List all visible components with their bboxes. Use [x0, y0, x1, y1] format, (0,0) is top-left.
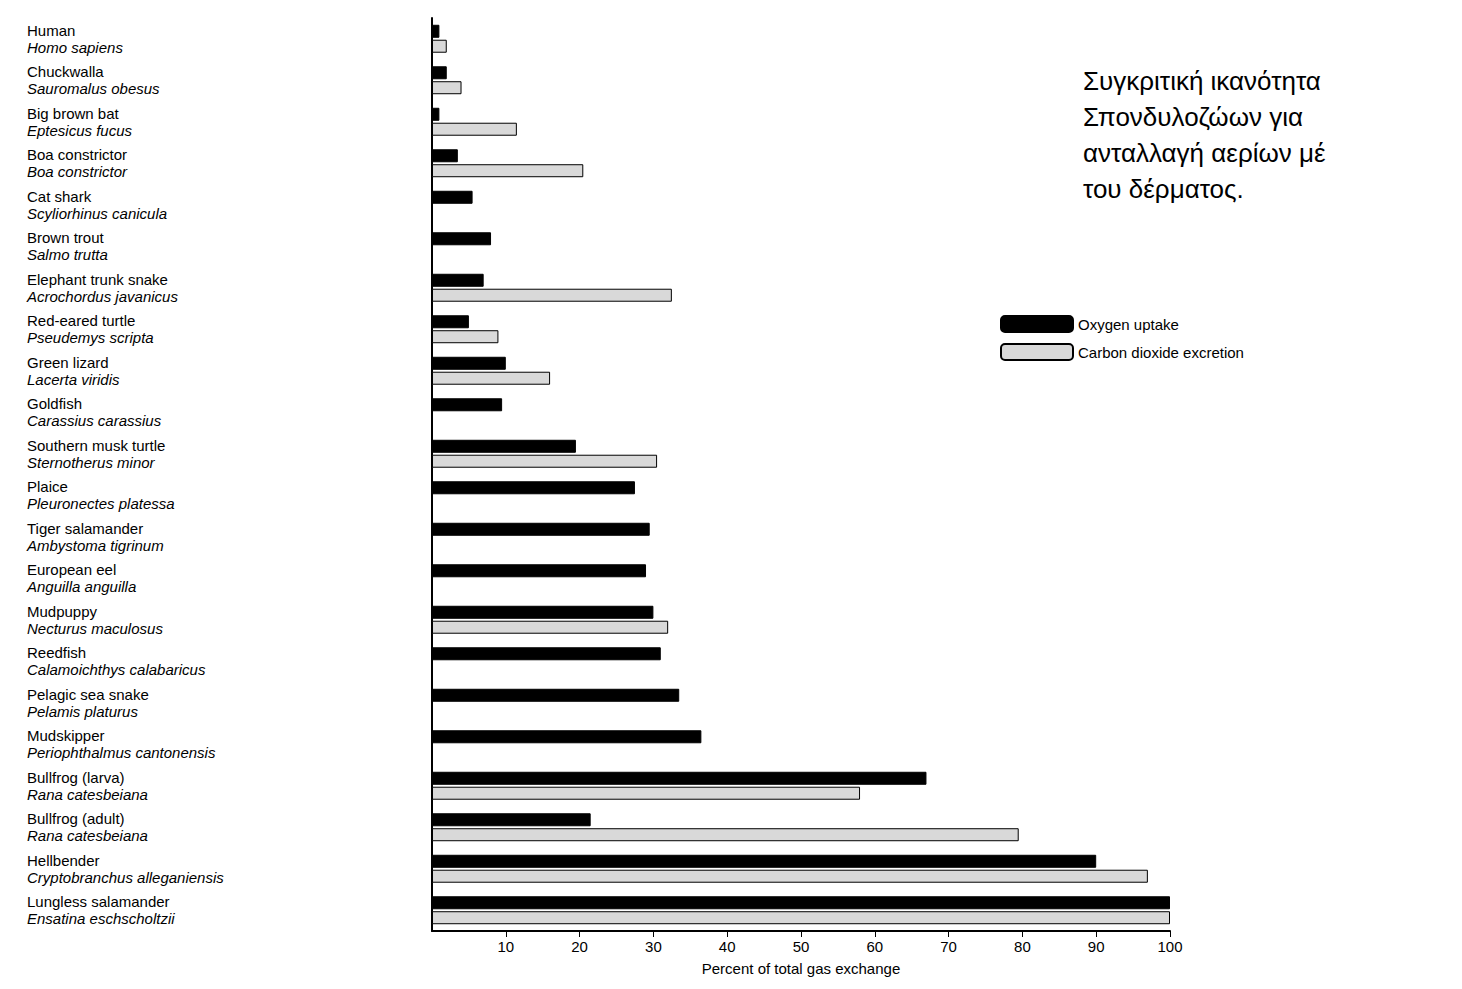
svg-text:Carassius carassius: Carassius carassius: [27, 412, 162, 429]
svg-text:Carbon dioxide excretion: Carbon dioxide excretion: [1078, 344, 1244, 361]
svg-text:Sauromalus obesus: Sauromalus obesus: [27, 80, 160, 97]
svg-text:Pleuronectes platessa: Pleuronectes platessa: [27, 495, 175, 512]
svg-text:Green lizard: Green lizard: [27, 354, 109, 371]
svg-text:Necturus maculosus: Necturus maculosus: [27, 620, 163, 637]
svg-text:Pelagic sea snake: Pelagic sea snake: [27, 686, 149, 703]
svg-text:Calamoichthys calabaricus: Calamoichthys calabaricus: [27, 661, 206, 678]
svg-text:Boa constrictor: Boa constrictor: [27, 163, 128, 180]
svg-text:Boa constrictor: Boa constrictor: [27, 146, 127, 163]
svg-text:Reedfish: Reedfish: [27, 644, 86, 661]
svg-text:Sternotherus minor: Sternotherus minor: [27, 454, 156, 471]
svg-text:Tiger salamander: Tiger salamander: [27, 520, 143, 537]
svg-text:90: 90: [1088, 938, 1105, 955]
svg-text:Elephant trunk snake: Elephant trunk snake: [27, 271, 168, 288]
svg-text:40: 40: [719, 938, 736, 955]
svg-text:Hellbender: Hellbender: [27, 852, 100, 869]
svg-text:Human: Human: [27, 22, 75, 39]
svg-text:Plaice: Plaice: [27, 478, 68, 495]
svg-text:50: 50: [793, 938, 810, 955]
svg-text:Rana catesbeiana: Rana catesbeiana: [27, 827, 148, 844]
svg-text:60: 60: [866, 938, 883, 955]
svg-text:Anguilla anguilla: Anguilla anguilla: [26, 578, 136, 595]
svg-text:Cryptobranchus alleganiensis: Cryptobranchus alleganiensis: [27, 869, 224, 886]
svg-text:Lungless salamander: Lungless salamander: [27, 893, 170, 910]
svg-text:Rana catesbeiana: Rana catesbeiana: [27, 786, 148, 803]
svg-text:Homo sapiens: Homo sapiens: [27, 39, 123, 56]
svg-text:Chuckwalla: Chuckwalla: [27, 63, 104, 80]
svg-text:Συγκριτική ικανότητα: Συγκριτική ικανότητα: [1083, 66, 1321, 96]
svg-text:Mudskipper: Mudskipper: [27, 727, 105, 744]
svg-text:Oxygen uptake: Oxygen uptake: [1078, 316, 1179, 333]
svg-text:Acrochordus javanicus: Acrochordus javanicus: [26, 288, 178, 305]
svg-text:Scyliorhinus canicula: Scyliorhinus canicula: [27, 205, 167, 222]
svg-text:European eel: European eel: [27, 561, 116, 578]
svg-text:Bullfrog (larva): Bullfrog (larva): [27, 769, 125, 786]
svg-text:10: 10: [497, 938, 514, 955]
svg-text:80: 80: [1014, 938, 1031, 955]
svg-text:Pelamis platurus: Pelamis platurus: [27, 703, 138, 720]
svg-text:Pseudemys scripta: Pseudemys scripta: [27, 329, 154, 346]
svg-text:Red-eared turtle: Red-eared turtle: [27, 312, 135, 329]
svg-text:Ambystoma tigrinum: Ambystoma tigrinum: [26, 537, 164, 554]
svg-text:Σπονδυλοζώων για: Σπονδυλοζώων για: [1083, 102, 1303, 132]
svg-text:του δέρματος.: του δέρματος.: [1083, 174, 1244, 204]
svg-text:Brown trout: Brown trout: [27, 229, 105, 246]
svg-text:Eptesicus fucus: Eptesicus fucus: [27, 122, 133, 139]
svg-text:Ensatina eschscholtzii: Ensatina eschscholtzii: [27, 910, 175, 927]
svg-text:Southern musk turtle: Southern musk turtle: [27, 437, 165, 454]
svg-text:Goldfish: Goldfish: [27, 395, 82, 412]
svg-text:ανταλλαγή αερίων μέ: ανταλλαγή αερίων μέ: [1083, 138, 1326, 168]
svg-text:Salmo trutta: Salmo trutta: [27, 246, 108, 263]
svg-text:20: 20: [571, 938, 588, 955]
svg-text:Bullfrog (adult): Bullfrog (adult): [27, 810, 125, 827]
svg-text:Percent of total gas exchange: Percent of total gas exchange: [702, 960, 900, 977]
svg-text:Big brown bat: Big brown bat: [27, 105, 120, 122]
svg-text:Mudpuppy: Mudpuppy: [27, 603, 98, 620]
svg-text:30: 30: [645, 938, 662, 955]
svg-text:Lacerta viridis: Lacerta viridis: [27, 371, 120, 388]
svg-text:100: 100: [1157, 938, 1182, 955]
svg-text:Cat shark: Cat shark: [27, 188, 92, 205]
svg-text:70: 70: [940, 938, 957, 955]
svg-text:Periophthalmus cantonensis: Periophthalmus cantonensis: [27, 744, 216, 761]
